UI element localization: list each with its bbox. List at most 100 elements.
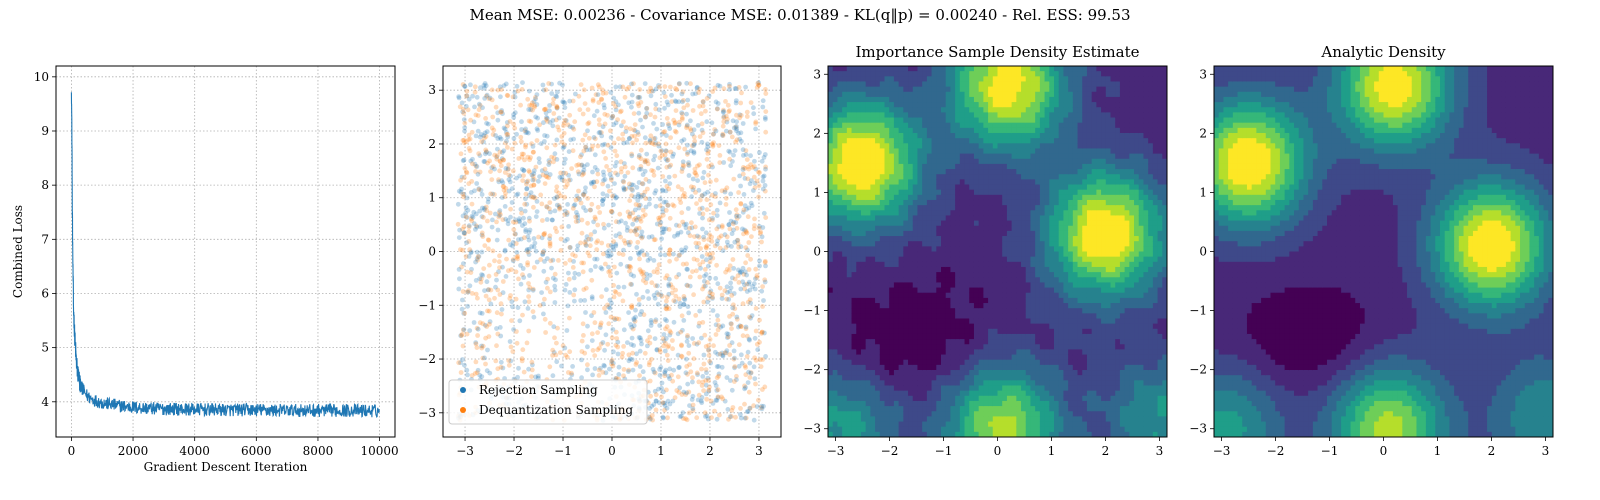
contour-cell [837, 277, 843, 284]
contour-cell [917, 308, 923, 314]
scatter-point-rejection [637, 249, 643, 255]
contour-cell [865, 318, 871, 325]
contour-cell [908, 179, 914, 186]
scatter-point-rejection [665, 398, 671, 404]
scatter-point-rejection [699, 193, 705, 199]
scatter-point-dequantization [651, 136, 657, 142]
contour-cell [828, 354, 834, 361]
contour-cell [837, 303, 843, 309]
contour-cell [922, 138, 928, 144]
contour-cell [964, 339, 970, 345]
scatter-point-dequantization [631, 111, 637, 116]
scatter-point-dequantization [496, 214, 502, 220]
contour-cell [856, 96, 862, 103]
scatter-point-dequantization [621, 119, 626, 125]
scatter-point-rejection [636, 205, 642, 211]
scatter-point-dequantization [690, 408, 696, 413]
contour-cell [908, 117, 914, 124]
contour-cell [903, 339, 909, 345]
contour-cell [865, 328, 871, 335]
contour-cell [898, 230, 904, 237]
contour-cell [879, 277, 886, 284]
scatter-point-rejection [527, 273, 532, 278]
scatter-point-rejection [459, 186, 464, 192]
scatter-point-rejection [546, 162, 552, 168]
contour-cell [898, 205, 904, 211]
scatter-point-dequantization [672, 173, 678, 179]
scatter-point-rejection [744, 409, 750, 414]
contour-cell [875, 86, 881, 93]
contour-cell [856, 406, 862, 412]
scatter-point-dequantization [754, 341, 760, 347]
contour-cell [936, 174, 942, 180]
contour-cell [903, 400, 909, 407]
contour-cell [964, 169, 970, 175]
contour-cell [941, 395, 947, 402]
scatter-point-rejection [616, 284, 621, 290]
contour-cell [875, 400, 881, 407]
scatter-point-rejection [570, 125, 575, 130]
contour-cell [828, 318, 834, 325]
scatter-point-dequantization [457, 104, 463, 110]
scatter-point-rejection [482, 207, 487, 213]
scatter-point-rejection [541, 120, 546, 126]
scatter-point-rejection [594, 108, 600, 114]
scatter-point-rejection [496, 179, 502, 185]
contour-cell [828, 333, 834, 340]
scatter-point-dequantization [476, 151, 482, 157]
contour-cell [842, 364, 848, 371]
contour-cell [828, 199, 834, 206]
contour-cell [941, 308, 947, 314]
contour-cell [884, 210, 890, 217]
contour-cell [875, 333, 881, 340]
scatter-point-rejection [630, 187, 635, 193]
scatter-point-rejection [520, 80, 525, 85]
contour-cell [973, 385, 980, 392]
contour-cell [860, 339, 867, 345]
contour-cell [912, 406, 919, 412]
contour-cell [898, 81, 904, 88]
scatter-point-rejection [644, 271, 649, 277]
scatter-point-dequantization [665, 121, 671, 127]
contour-cell [912, 236, 919, 242]
scatter-point-dequantization [723, 195, 729, 201]
scatter-point-rejection [667, 126, 673, 131]
scatter-point-dequantization [501, 184, 507, 190]
contour-cell [969, 323, 975, 330]
scatter-point-rejection [679, 110, 685, 116]
scatter-point-rejection [462, 362, 467, 368]
contour-cell [903, 210, 909, 217]
contour-cell [969, 364, 975, 371]
scatter-point-dequantization [580, 321, 586, 327]
scatter-point-rejection [660, 414, 666, 420]
scatter-point-rejection [686, 163, 692, 168]
contour-cell [959, 318, 966, 325]
contour-cell [846, 400, 853, 407]
scatter-point-rejection [675, 232, 680, 238]
scatter-point-dequantization [554, 104, 560, 110]
contour-cell [865, 230, 871, 237]
contour-cell [865, 66, 871, 72]
scatter-point-rejection [508, 242, 513, 248]
scatter-point-dequantization [504, 132, 510, 137]
contour-cell [959, 210, 966, 217]
scatter-point-rejection [551, 324, 557, 330]
scatter-point-rejection [588, 207, 593, 213]
contour-cell [912, 138, 919, 144]
contour-cell [926, 333, 933, 340]
scatter-point-rejection [478, 187, 484, 193]
contour-cell [860, 251, 867, 258]
scatter-point-rejection [673, 299, 678, 304]
scatter-point-rejection [690, 406, 696, 411]
scatter-point-dequantization [562, 212, 568, 218]
scatter-point-dequantization [498, 163, 504, 169]
contour-cell [889, 308, 895, 314]
scatter-point-dequantization [484, 93, 489, 99]
contour-cell [950, 210, 956, 217]
scatter-point-dequantization [502, 194, 508, 200]
scatter-point-rejection [666, 282, 672, 287]
contour-cell [846, 375, 853, 381]
contour-cell [973, 112, 980, 119]
contour-cell [903, 194, 909, 201]
contour-cell [917, 71, 923, 77]
